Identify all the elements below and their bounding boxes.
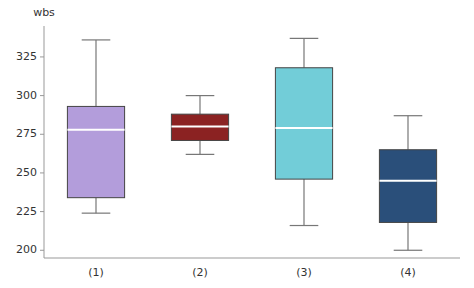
x-tick-label: (3) bbox=[296, 266, 312, 279]
upper-whisker bbox=[95, 40, 96, 107]
boxes bbox=[67, 38, 436, 250]
y-tick bbox=[40, 211, 44, 212]
lower-whisker bbox=[95, 198, 96, 213]
lower-whisker bbox=[407, 222, 408, 250]
y-tick-label: 250 bbox=[16, 166, 37, 179]
upper-cap bbox=[186, 95, 215, 96]
lower-cap bbox=[394, 250, 423, 251]
box-plot bbox=[275, 38, 332, 225]
box-plot bbox=[171, 96, 228, 155]
upper-whisker bbox=[407, 116, 408, 150]
x-axis-line bbox=[44, 258, 460, 259]
x-tick-label: (2) bbox=[192, 266, 208, 279]
y-tick bbox=[40, 95, 44, 96]
y-axis-label: wbs bbox=[33, 6, 55, 19]
box-plot bbox=[67, 40, 124, 213]
y-tick-label: 275 bbox=[16, 127, 37, 140]
lower-cap bbox=[290, 225, 319, 226]
box bbox=[67, 106, 124, 197]
lower-whisker bbox=[199, 140, 200, 154]
upper-cap bbox=[290, 38, 319, 39]
y-tick-label: 200 bbox=[16, 243, 37, 256]
y-tick bbox=[40, 172, 44, 173]
upper-cap bbox=[82, 39, 111, 40]
y-axis-line bbox=[44, 26, 45, 258]
chart-container: 200 225 250 275 300 325 wbs (1) (2) (3) (4) bbox=[0, 0, 474, 288]
y-tick-label: 300 bbox=[16, 89, 37, 102]
lower-whisker bbox=[303, 179, 304, 225]
chart: 200 225 250 275 300 325 wbs (1) (2) (3) (4) bbox=[0, 0, 474, 288]
box-plot bbox=[379, 116, 436, 251]
y-tick bbox=[40, 250, 44, 251]
x-tick-label: (4) bbox=[400, 266, 416, 279]
median-line bbox=[171, 126, 228, 128]
y-tick bbox=[40, 134, 44, 135]
lower-cap bbox=[82, 213, 111, 214]
upper-cap bbox=[394, 115, 423, 116]
y-tick-label: 325 bbox=[16, 50, 37, 63]
upper-whisker bbox=[303, 38, 304, 67]
median-line bbox=[379, 180, 436, 182]
x-tick-label: (1) bbox=[88, 266, 104, 279]
box bbox=[171, 114, 228, 140]
upper-whisker bbox=[199, 96, 200, 115]
median-line bbox=[67, 129, 124, 131]
box bbox=[275, 68, 332, 179]
y-tick bbox=[40, 56, 44, 57]
y-tick-label: 225 bbox=[16, 205, 37, 218]
box bbox=[379, 150, 436, 223]
lower-cap bbox=[186, 154, 215, 155]
median-line bbox=[275, 127, 332, 129]
